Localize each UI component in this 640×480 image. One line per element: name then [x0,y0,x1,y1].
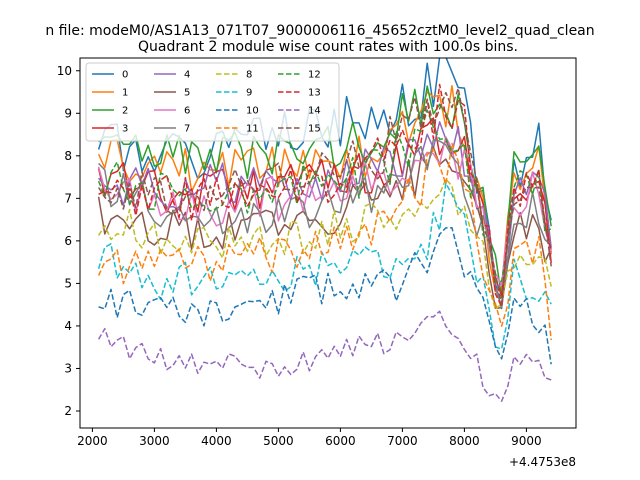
x-tick-label: 2000 [77,434,108,448]
legend-label-3: 3 [122,124,128,135]
y-tick-label: 10 [57,64,72,78]
x-tick-label: 8000 [449,434,480,448]
y-tick-label: 8 [64,149,72,163]
y-tick-label: 5 [64,276,72,290]
x-tick-label: 6000 [325,434,356,448]
plot-frame [79,57,577,429]
legend-label-13: 13 [308,88,321,99]
legend-label-4: 4 [184,70,190,81]
series-line-11 [97,142,552,341]
legend-label-5: 5 [184,88,190,99]
series-line-13 [98,83,552,308]
x-axis: 2000 3000 4000 5000 6000 7000 8000 9000 [77,428,542,448]
legend-label-11: 11 [246,124,259,135]
series-line-14 [97,310,552,402]
legend-label-7: 7 [184,124,190,135]
legend-label-6: 6 [184,106,190,117]
chart-title: Quadrant 2 module wise count rates with … [138,39,518,55]
x-tick-label: 3000 [139,434,170,448]
legend-label-10: 10 [246,106,259,117]
series-line-9 [97,182,552,350]
x-tick-label: 4000 [201,434,232,448]
y-axis: 2 3 4 5 6 7 8 9 10 [57,64,80,418]
legend-label-15: 15 [308,124,321,135]
legend-label-1: 1 [122,88,128,99]
legend-frame [85,62,340,142]
y-tick-label: 7 [64,191,72,205]
series-line-10 [98,227,552,365]
series-line-15 [97,87,552,306]
legend-label-8: 8 [246,70,252,81]
x-tick-label: 7000 [387,434,418,448]
figure-suptitle: n file: modeM0/AS1A13_071T07_9000006116_… [45,23,594,39]
legend-label-2: 2 [122,106,128,117]
y-tick-label: 6 [64,234,72,248]
legend-label-9: 9 [246,88,252,99]
x-tick-label: 5000 [263,434,294,448]
y-tick-label: 4 [64,319,72,333]
legend-label-12: 12 [308,70,321,81]
series-line-12 [97,109,552,283]
legend-label-14: 14 [308,106,321,117]
series-line-7 [98,138,552,309]
y-tick-label: 2 [64,404,72,418]
legend-label-0: 0 [122,70,128,81]
x-axis-offset-label: +4.4753e8 [509,455,576,469]
y-tick-label: 3 [64,361,72,375]
x-tick-label: 9000 [511,434,542,448]
y-tick-label: 9 [64,106,72,120]
